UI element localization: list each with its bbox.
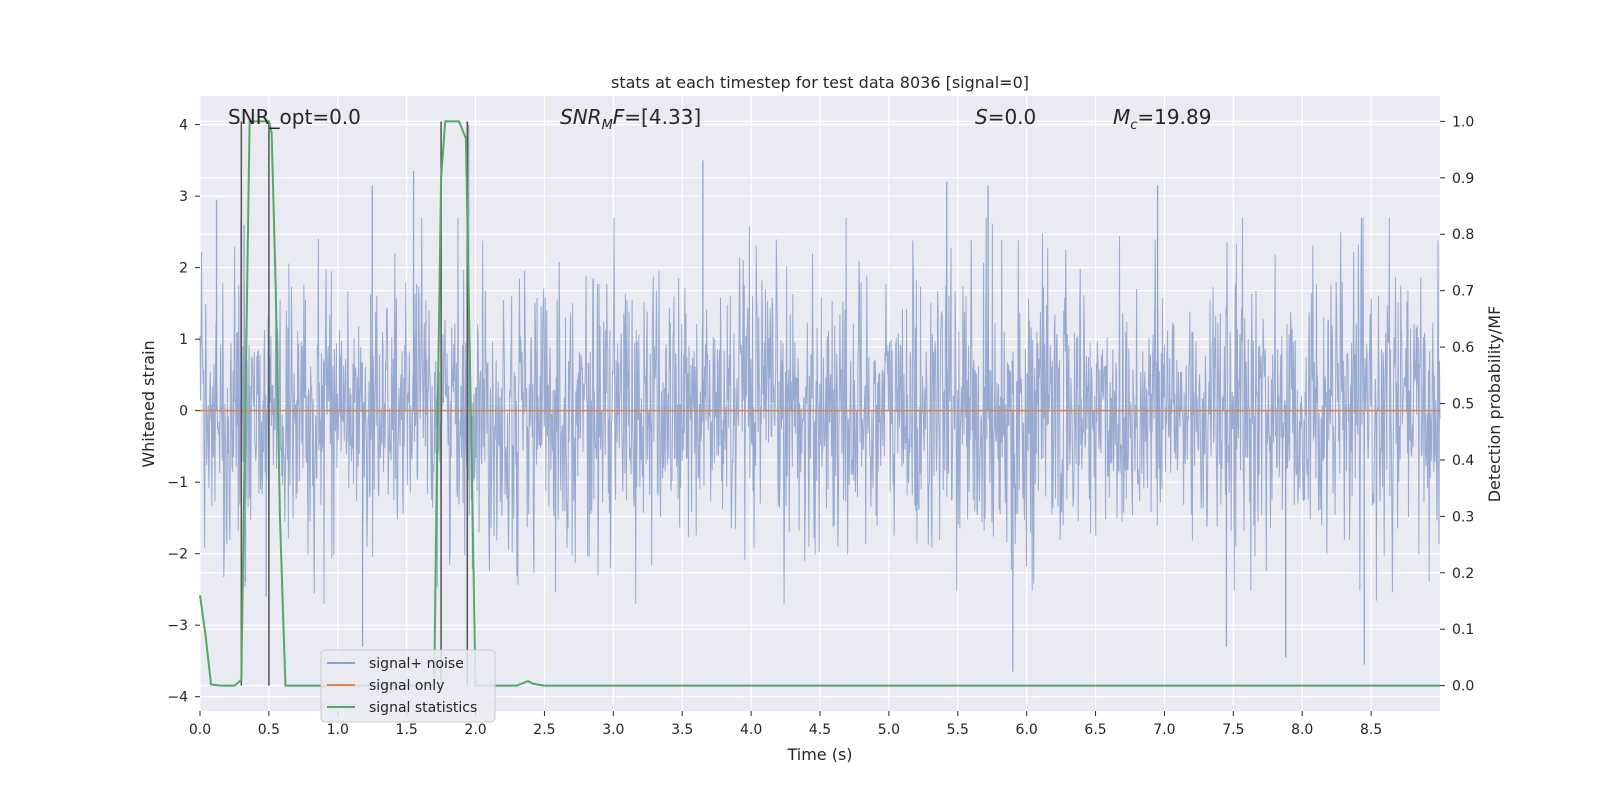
y-left-tick-label: 0 [179, 404, 188, 420]
x-axis-label: Time (s) [786, 745, 852, 764]
x-tick-label: 3.0 [602, 722, 624, 738]
annotation-snr-mf-value: =[4.33] [624, 105, 701, 129]
y-left-tick-label: 2 [179, 261, 188, 277]
x-tick-label: 0.5 [258, 722, 280, 738]
x-tick-label: 7.5 [1222, 722, 1244, 738]
annotation-mc: Mc=19.89 [1113, 105, 1211, 133]
x-tick-label: 2.5 [533, 722, 555, 738]
y-right-tick-label: 0.0 [1452, 679, 1474, 695]
x-axis-ticks: 0.0 0.5 1.0 1.5 2.0 2.5 3.0 3.5 4.0 4.5 5.0 5.5 6.0 6… [189, 711, 1382, 738]
y-right-axis-label: Detection probability/MF [1485, 306, 1504, 503]
y-left-tick-label: −3 [167, 618, 188, 634]
y-left-tick-label: −4 [167, 690, 188, 706]
legend-label-signal-noise: signal+ noise [369, 656, 464, 672]
y-left-axis-ticks: 4 3 2 1 0 −1 −2 −3 −4 [167, 118, 200, 706]
x-tick-label: 8.5 [1360, 722, 1382, 738]
x-tick-label: 1.5 [396, 722, 418, 738]
legend-label-signal-statistics: signal statistics [369, 700, 477, 716]
legend: signal+ noise signal only signal statist… [320, 649, 496, 723]
y-right-tick-label: 0.5 [1452, 397, 1474, 413]
noise-trace [199, 217, 1441, 604]
y-left-axis-label: Whitened strain [139, 340, 158, 467]
x-tick-label: 7.0 [1153, 722, 1175, 738]
x-tick-label: 6.0 [1016, 722, 1038, 738]
annotation-mc-value: =19.89 [1137, 105, 1211, 129]
y-left-tick-label: 1 [179, 332, 188, 348]
y-right-tick-label: 0.7 [1452, 284, 1474, 300]
y-right-tick-label: 0.1 [1452, 622, 1474, 638]
y-right-tick-label: 0.4 [1452, 453, 1474, 469]
legend-label-signal-only: signal only [369, 678, 444, 694]
x-tick-label: 8.0 [1291, 722, 1313, 738]
x-tick-label: 1.0 [327, 722, 349, 738]
annotation-snr-mf: SNRMF=[4.33] [560, 105, 701, 133]
y-right-tick-label: 0.6 [1452, 340, 1474, 356]
annotation-s-stat: S=0.0 [975, 105, 1036, 129]
x-tick-label: 2.0 [464, 722, 486, 738]
x-tick-label: 0.0 [189, 722, 211, 738]
y-left-tick-label: 4 [179, 118, 188, 134]
y-left-tick-label: −2 [167, 547, 188, 563]
y-left-tick-label: 3 [179, 189, 188, 205]
annotation-snr-opt: SNR_opt=0.0 [228, 105, 361, 129]
y-right-tick-label: 0.3 [1452, 509, 1474, 525]
series-signal-noise [199, 124, 1441, 672]
y-right-tick-label: 0.9 [1452, 171, 1474, 187]
y-right-tick-label: 0.2 [1452, 566, 1474, 582]
x-tick-label: 4.5 [809, 722, 831, 738]
x-tick-label: 5.0 [878, 722, 900, 738]
y-right-tick-label: 0.8 [1452, 227, 1474, 243]
y-right-axis-ticks: 1.0 0.9 0.8 0.7 0.6 0.5 0.4 0.3 0.2 0.1 0.0 [1440, 114, 1474, 695]
x-tick-label: 6.5 [1084, 722, 1106, 738]
y-right-tick-label: 1.0 [1452, 114, 1474, 130]
y-left-tick-label: −1 [167, 475, 188, 491]
x-tick-label: 5.5 [947, 722, 969, 738]
x-tick-label: 3.5 [671, 722, 693, 738]
x-tick-label: 4.0 [740, 722, 762, 738]
annotation-s-stat-value: =0.0 [988, 105, 1037, 129]
legend-box [320, 649, 496, 723]
chart-title: stats at each timestep for test data 803… [611, 73, 1029, 92]
